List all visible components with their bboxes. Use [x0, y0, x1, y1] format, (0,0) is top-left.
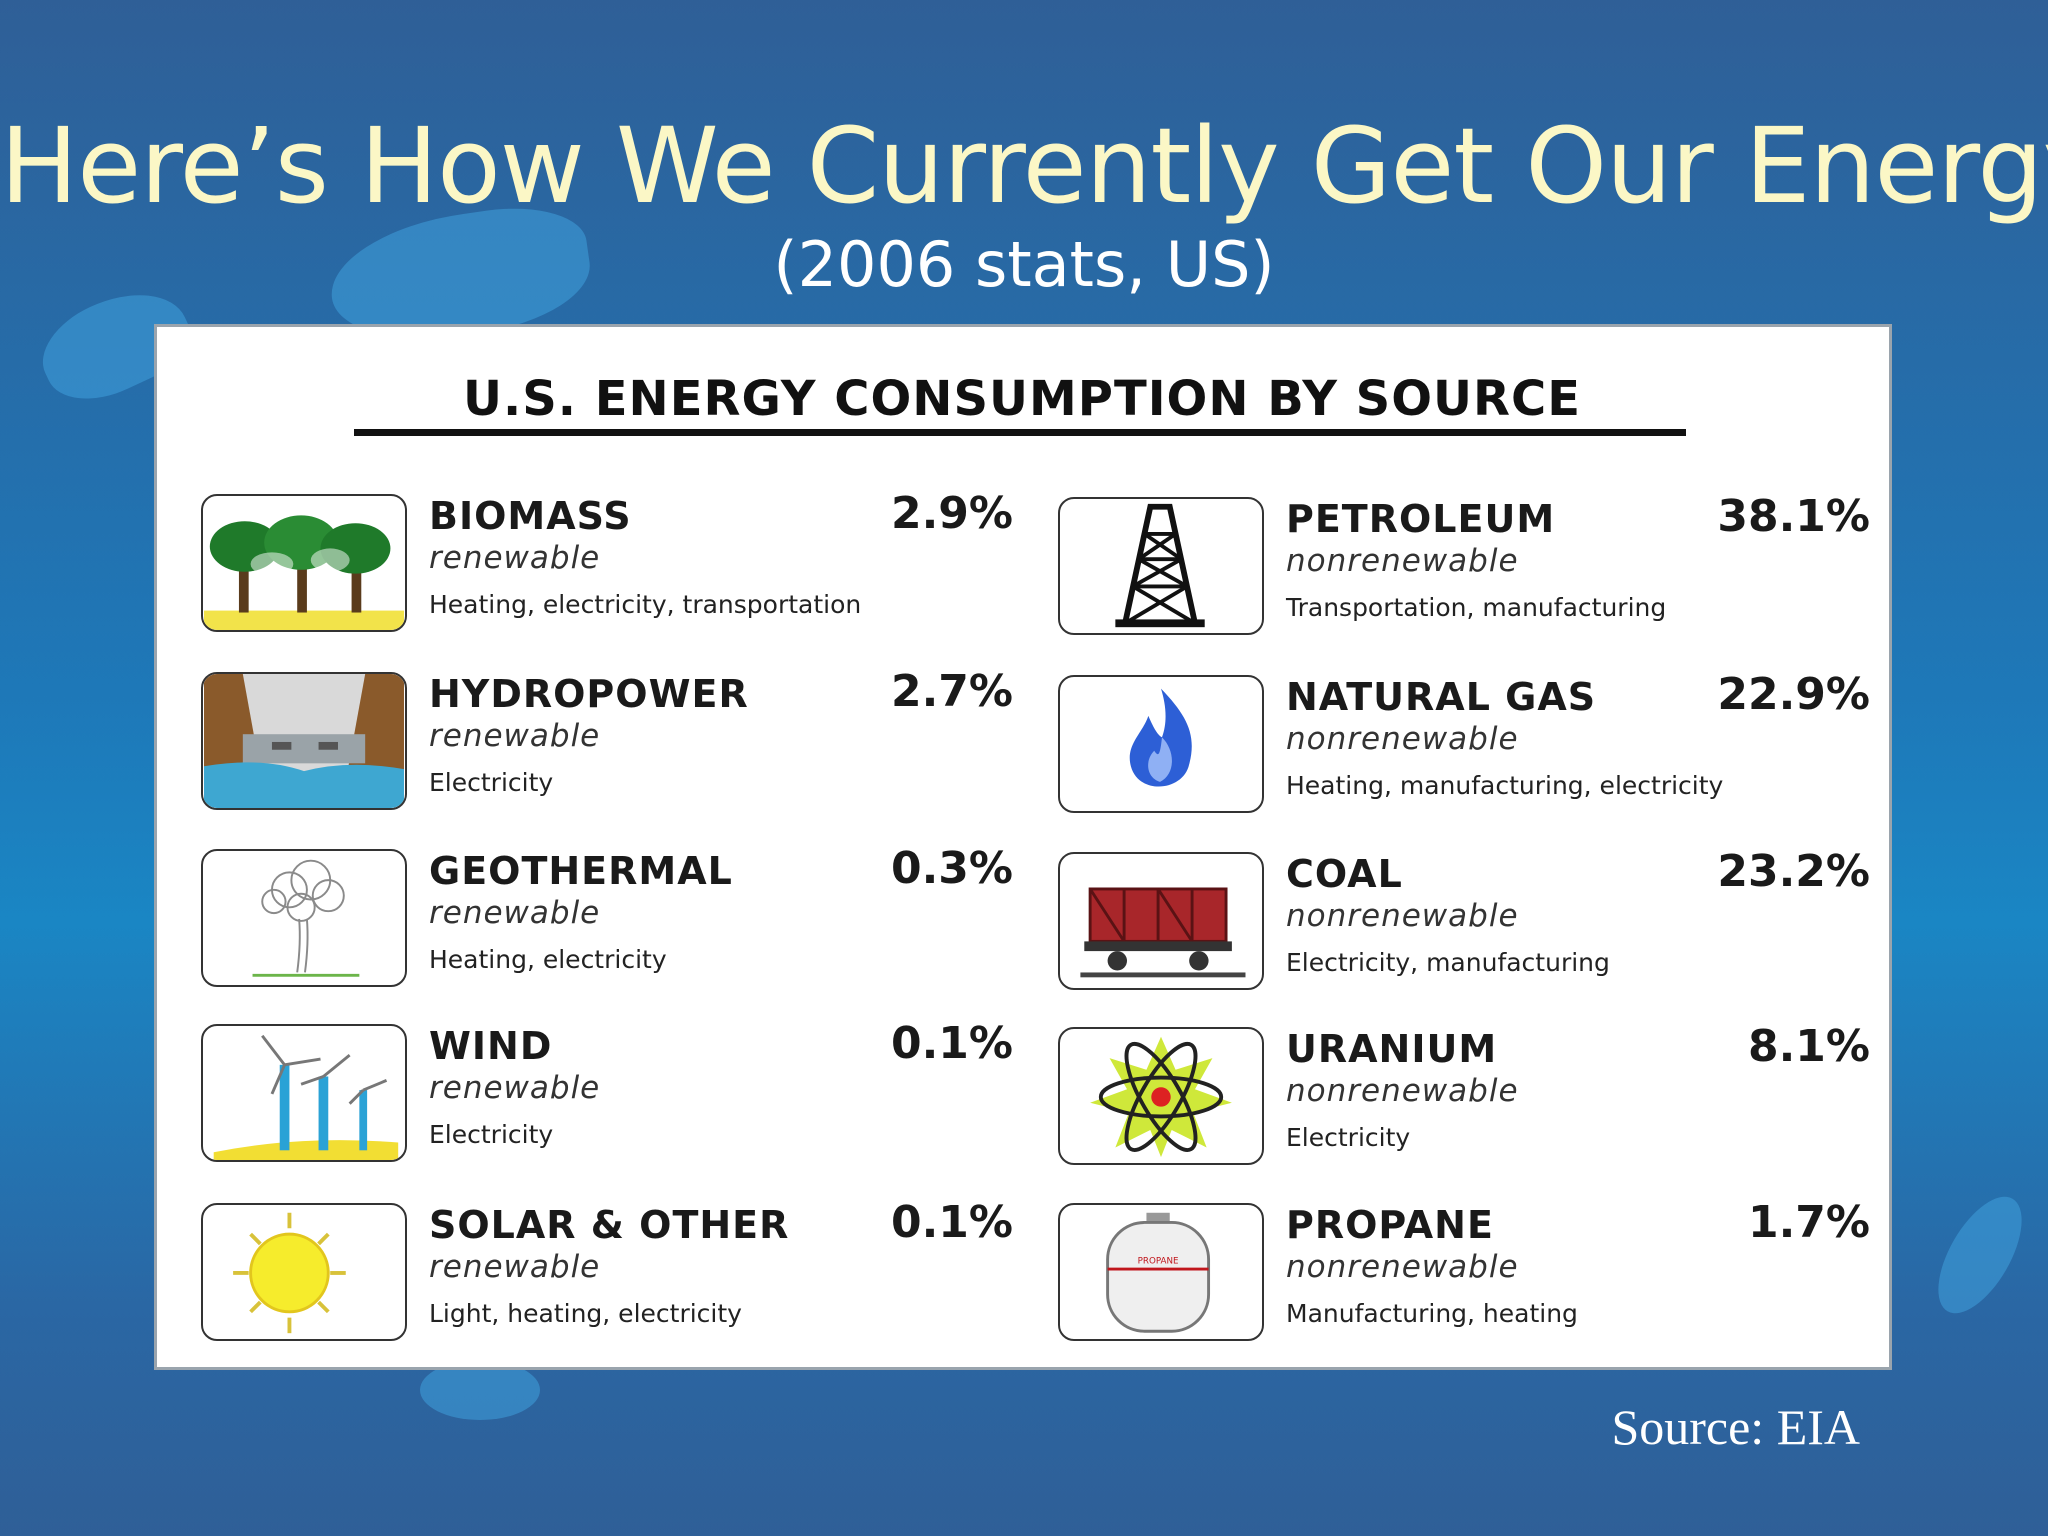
coal-car-icon — [1058, 852, 1264, 990]
entry-biomass: BIOMASS renewable Heating, electricity, … — [201, 488, 1021, 644]
entry-hydropower: HYDROPOWER renewable Electricity 2.7% — [201, 666, 1021, 822]
entry-name: GEOTHERMAL — [429, 849, 733, 893]
entry-percent: 23.2% — [1717, 846, 1870, 897]
tank-label: PROPANE — [1138, 1256, 1179, 1266]
entry-geothermal: GEOTHERMAL renewable Heating, electricit… — [201, 843, 1021, 999]
figure-title: U.S. ENERGY CONSUMPTION BY SOURCE — [463, 371, 1581, 427]
entry-kind: nonrenewable — [1286, 543, 1519, 579]
entry-percent: 2.7% — [890, 666, 1013, 717]
sun-icon — [201, 1203, 407, 1341]
map-background-shape — [1921, 1183, 2039, 1327]
entry-kind: renewable — [429, 895, 601, 931]
entry-name: COAL — [1286, 852, 1403, 896]
entry-uses: Heating, manufacturing, electricity — [1286, 771, 1724, 800]
energy-figure: U.S. ENERGY CONSUMPTION BY SOURCE BIOMAS… — [154, 324, 1892, 1370]
entry-uses: Electricity — [1286, 1123, 1411, 1152]
source-note: Source: EIA — [1611, 1399, 1860, 1455]
steam-icon — [201, 849, 407, 987]
entry-percent: 0.1% — [890, 1197, 1013, 1248]
entry-name: PROPANE — [1286, 1203, 1494, 1247]
trees-icon — [201, 494, 407, 632]
entry-uses: Heating, electricity — [429, 945, 667, 974]
entry-percent: 0.3% — [890, 843, 1013, 894]
entry-name: NATURAL GAS — [1286, 675, 1597, 719]
entry-kind: renewable — [429, 1070, 601, 1106]
flame-icon — [1058, 675, 1264, 813]
entry-kind: nonrenewable — [1286, 898, 1519, 934]
propane-tank-icon: PROPANE — [1058, 1203, 1264, 1341]
entry-kind: renewable — [429, 1249, 601, 1285]
entry-uranium: URANIUM nonrenewable Electricity 8.1% — [1058, 1021, 1878, 1177]
atom-icon — [1058, 1027, 1264, 1165]
entry-uses: Heating, electricity, transportation — [429, 590, 862, 619]
entry-uses: Electricity, manufacturing — [1286, 948, 1610, 977]
map-background-shape — [420, 1360, 540, 1420]
entry-kind: nonrenewable — [1286, 1249, 1519, 1285]
entry-kind: nonrenewable — [1286, 1073, 1519, 1109]
entry-uses: Electricity — [429, 768, 554, 797]
entry-percent: 22.9% — [1717, 669, 1870, 720]
entry-name: HYDROPOWER — [429, 672, 749, 716]
entry-kind: nonrenewable — [1286, 721, 1519, 757]
entry-uses: Manufacturing, heating — [1286, 1299, 1578, 1328]
wind-turbine-icon — [201, 1024, 407, 1162]
entry-uses: Transportation, manufacturing — [1286, 593, 1667, 622]
entry-percent: 2.9% — [890, 488, 1013, 539]
entry-uses: Electricity — [429, 1120, 554, 1149]
entry-name: WIND — [429, 1024, 553, 1068]
entry-natural-gas: NATURAL GAS nonrenewable Heating, manufa… — [1058, 669, 1878, 825]
entry-percent: 0.1% — [890, 1018, 1013, 1069]
entry-coal: COAL nonrenewable Electricity, manufactu… — [1058, 846, 1878, 1002]
entry-name: BIOMASS — [429, 494, 632, 538]
title-underline — [354, 429, 1686, 436]
dam-icon — [201, 672, 407, 810]
entry-percent: 8.1% — [1747, 1021, 1870, 1072]
entry-petroleum: PETROLEUM nonrenewable Transportation, m… — [1058, 491, 1878, 647]
entry-uses: Light, heating, electricity — [429, 1299, 742, 1328]
slide-subtitle: (2006 stats, US) — [773, 228, 1275, 301]
entry-kind: renewable — [429, 540, 601, 576]
entry-kind: renewable — [429, 718, 601, 754]
entry-solar: SOLAR & OTHER renewable Light, heating, … — [201, 1197, 1021, 1353]
slide-title: Here’s How We Currently Get Our Energy: — [0, 105, 2048, 227]
entry-percent: 38.1% — [1717, 491, 1870, 542]
entry-percent: 1.7% — [1747, 1197, 1870, 1248]
entry-propane: PROPANE PROPANE nonrenewable Manufacturi… — [1058, 1197, 1878, 1353]
oil-derrick-icon — [1058, 497, 1264, 635]
entry-name: PETROLEUM — [1286, 497, 1556, 541]
entry-name: URANIUM — [1286, 1027, 1498, 1071]
entry-name: SOLAR & OTHER — [429, 1203, 790, 1247]
entry-wind: WIND renewable Electricity 0.1% — [201, 1018, 1021, 1174]
